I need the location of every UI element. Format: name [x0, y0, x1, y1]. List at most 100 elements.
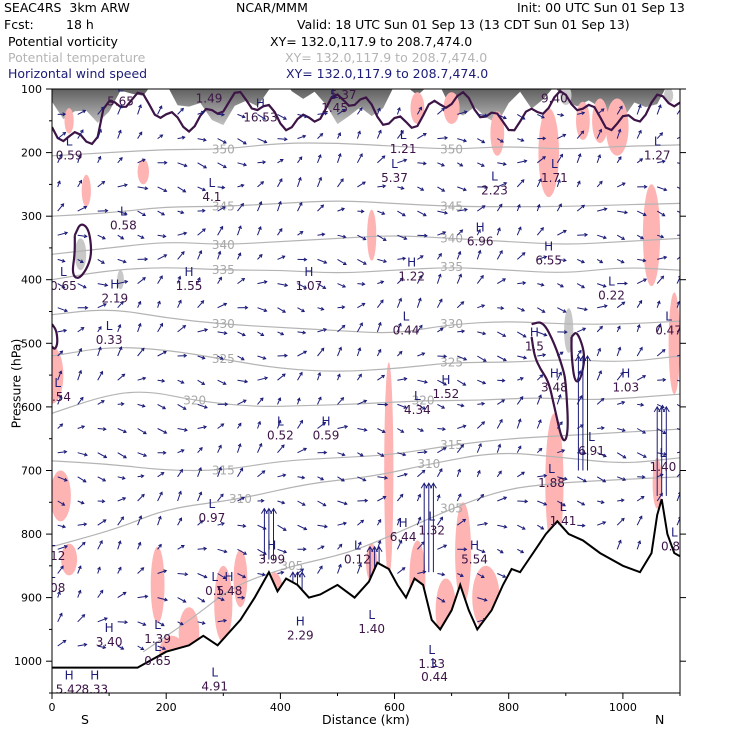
wind-vector-head — [560, 113, 565, 117]
wind-vector — [616, 258, 625, 264]
wind-vector-head — [482, 358, 487, 362]
wind-vector — [577, 307, 588, 311]
wind-vector — [356, 541, 362, 550]
wind-vector-head — [263, 139, 268, 144]
wind-vector — [317, 233, 325, 236]
wind-vector-head — [278, 178, 283, 183]
wind-vector-head — [401, 212, 406, 217]
wind-vector-head — [60, 565, 64, 570]
wind-vector — [197, 210, 205, 212]
wind-vector — [217, 379, 227, 385]
wind-vector-head — [661, 212, 666, 217]
wind-vector — [257, 181, 264, 188]
theta-335-label: 335 — [440, 260, 463, 274]
wind-vector — [656, 301, 660, 308]
wind-vector — [317, 372, 321, 381]
wind-vector — [197, 300, 204, 309]
pv-contour-left — [71, 223, 93, 279]
pv-shading — [642, 184, 661, 287]
wind-vector-head — [299, 371, 303, 376]
wind-vector — [637, 403, 644, 406]
wind-vector — [397, 378, 407, 381]
wind-vector — [157, 134, 163, 140]
wind-vector — [497, 379, 505, 382]
wind-vector-head — [480, 574, 485, 578]
wind-vector — [456, 444, 464, 454]
wind-vector — [257, 331, 264, 336]
pv-tropopause-contour — [52, 89, 680, 146]
wind-vector — [497, 307, 504, 309]
wind-vector-head — [218, 444, 222, 449]
wind-vector — [437, 379, 447, 386]
wind-vector-head — [621, 428, 626, 432]
wind-vector — [77, 283, 87, 289]
wind-vector-head — [202, 228, 206, 232]
wind-vector — [237, 184, 244, 188]
wind-vector — [476, 443, 482, 453]
y-tick-label: 900 — [21, 592, 42, 605]
wind-vector — [496, 419, 503, 429]
wind-vector-head — [397, 322, 402, 327]
wind-vector-head — [83, 452, 88, 457]
wind-vector — [597, 283, 606, 288]
wind-vector-head — [158, 543, 162, 548]
wind-vector — [117, 621, 128, 623]
wind-vector-head — [602, 453, 607, 458]
wind-vector-head — [357, 541, 362, 546]
wind-vector-head — [340, 178, 344, 183]
wind-vector — [57, 451, 67, 454]
extremum-low-marker: L — [331, 87, 338, 101]
wind-vector — [77, 476, 87, 483]
wind-vector — [596, 348, 601, 357]
wind-vector — [397, 234, 407, 240]
wind-vector — [417, 403, 426, 410]
wind-vector — [297, 135, 306, 140]
x-tick-label: 800 — [498, 701, 519, 714]
extremum-value-label: 2.23 — [481, 184, 508, 198]
extremum-low-marker: L — [154, 640, 161, 654]
wind-vector — [157, 597, 168, 601]
wind-vector-head — [619, 105, 623, 110]
extremum-value-label: 2.29 — [287, 629, 314, 643]
wind-vector-head — [500, 139, 504, 143]
wind-vector-head — [203, 546, 208, 551]
wind-vector-head — [540, 526, 545, 530]
wind-vector-head — [663, 187, 668, 192]
wind-vector — [197, 329, 208, 333]
wind-vector — [277, 500, 285, 504]
wind-vector-head — [277, 397, 282, 402]
wind-vector — [496, 470, 502, 478]
wind-vector-head — [419, 255, 424, 259]
wind-vector — [217, 277, 222, 284]
wind-vector-head — [138, 131, 143, 136]
wind-vector — [57, 613, 63, 623]
extremum-value-label: 8.33 — [81, 683, 108, 697]
wind-vector — [317, 524, 328, 528]
wind-vector-head — [140, 646, 145, 650]
wind-vector — [177, 621, 184, 626]
wind-vector-head — [182, 599, 187, 603]
wind-vector-head — [662, 430, 667, 434]
wind-vector — [536, 395, 542, 405]
wind-vector — [297, 202, 303, 212]
wind-vector-head — [284, 353, 288, 358]
wind-vector — [337, 178, 344, 188]
wind-vector — [337, 153, 341, 163]
wind-vector-head — [464, 207, 468, 212]
wind-vector — [397, 186, 404, 190]
wind-vector-head — [121, 476, 126, 480]
wind-vector-head — [636, 323, 641, 328]
pv-shading — [61, 543, 78, 576]
wind-vector — [197, 138, 207, 141]
extremum-low-marker: L — [206, 77, 213, 91]
wind-vector — [457, 425, 466, 429]
wind-vector — [656, 403, 665, 408]
extremum-value-label: 1.71 — [541, 171, 568, 185]
extremum-value-label: 6.44 — [390, 530, 417, 544]
wind-vector-head — [61, 502, 66, 506]
wind-vector — [357, 452, 364, 457]
wind-vector-head — [403, 377, 408, 381]
wind-vector-head — [484, 521, 489, 526]
wind-vector-head — [323, 260, 328, 264]
extremum-high-marker: H — [321, 414, 330, 428]
